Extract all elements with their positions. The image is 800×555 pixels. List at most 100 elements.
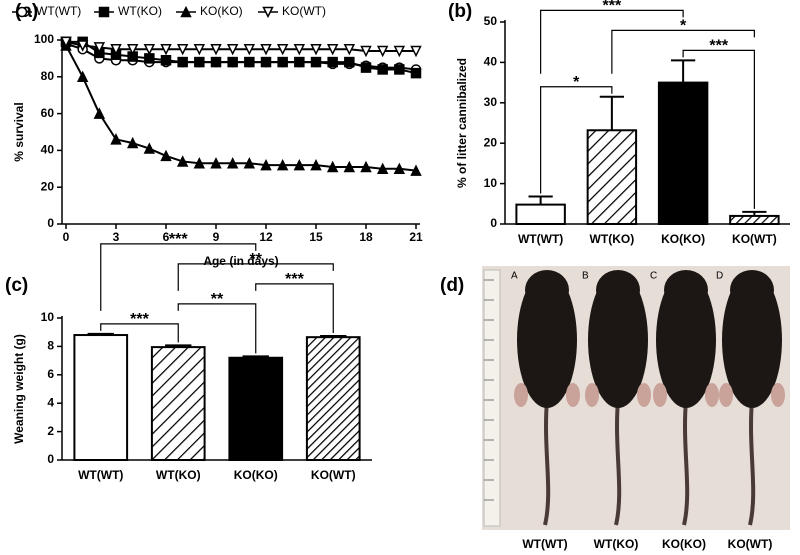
bar bbox=[305, 336, 361, 462]
marker bbox=[360, 62, 372, 73]
legend-label: KO(KO) bbox=[200, 4, 243, 18]
error-bar bbox=[165, 344, 192, 348]
y-tick-label: 0 bbox=[490, 216, 497, 230]
mouse-tail bbox=[682, 399, 690, 526]
photo-letter: C bbox=[650, 271, 657, 282]
bar bbox=[515, 203, 566, 226]
mouse-head bbox=[664, 270, 708, 310]
marker bbox=[326, 43, 339, 56]
y-tick-label: 80 bbox=[41, 69, 55, 83]
marker bbox=[294, 56, 305, 68]
mouse-foot bbox=[719, 383, 733, 407]
marker bbox=[410, 45, 422, 58]
y-tick-label: 10 bbox=[41, 310, 55, 324]
mouse-tail bbox=[543, 399, 551, 526]
mouse-tail bbox=[614, 399, 622, 526]
marker bbox=[227, 56, 238, 68]
mouse-body bbox=[722, 272, 782, 408]
marker bbox=[76, 70, 89, 83]
marker bbox=[260, 56, 272, 68]
error-bar bbox=[599, 95, 624, 131]
marker bbox=[394, 64, 405, 75]
marker bbox=[93, 42, 106, 54]
x-tick-label: 18 bbox=[359, 230, 373, 244]
y-tick-label: 0 bbox=[47, 452, 54, 466]
marker bbox=[193, 43, 206, 56]
marker bbox=[210, 43, 222, 56]
marker bbox=[110, 43, 122, 56]
marker bbox=[310, 56, 322, 68]
legend-label: WT(WT) bbox=[36, 4, 81, 18]
significance-label: ** bbox=[211, 291, 224, 308]
marker bbox=[176, 43, 189, 56]
marker bbox=[260, 43, 272, 56]
error-bar bbox=[242, 355, 269, 358]
marker bbox=[377, 64, 388, 75]
mouse-body bbox=[656, 272, 716, 408]
y-tick-label: 6 bbox=[47, 367, 54, 381]
significance-label: * bbox=[680, 18, 687, 35]
photo-letter: D bbox=[716, 271, 723, 282]
marker bbox=[277, 56, 288, 68]
mouse-body bbox=[588, 272, 648, 408]
y-tick-label: 40 bbox=[41, 143, 55, 157]
marker bbox=[360, 45, 372, 58]
error-bar bbox=[87, 332, 114, 336]
marker bbox=[160, 54, 172, 66]
significance-label: *** bbox=[709, 38, 728, 55]
marker bbox=[160, 149, 172, 162]
significance-bracket bbox=[100, 323, 179, 343]
bar bbox=[228, 356, 284, 462]
marker bbox=[76, 40, 89, 52]
marker bbox=[126, 43, 139, 56]
significance-label: *** bbox=[169, 231, 188, 248]
significance-bracket bbox=[255, 283, 334, 334]
marker bbox=[243, 43, 256, 56]
legend-label: KO(WT) bbox=[282, 4, 326, 18]
bar bbox=[657, 81, 709, 225]
marker bbox=[262, 6, 274, 19]
y-tick-label: 2 bbox=[47, 424, 54, 438]
legend-label: WT(KO) bbox=[118, 4, 162, 18]
significance-label: *** bbox=[130, 311, 149, 328]
marker bbox=[293, 43, 306, 56]
marker bbox=[326, 160, 339, 173]
mouse-foot bbox=[585, 383, 599, 407]
x-tick-label: WT(KO) bbox=[156, 468, 201, 482]
marker bbox=[360, 160, 372, 173]
mouse-foot bbox=[637, 383, 651, 407]
y-tick-label: 8 bbox=[47, 339, 54, 353]
y-tick-label: 50 bbox=[484, 14, 498, 28]
marker bbox=[393, 45, 406, 58]
marker bbox=[243, 157, 256, 169]
significance-bracket bbox=[177, 303, 257, 354]
x-tick-label: KO(WT) bbox=[311, 468, 356, 482]
x-tick-label: 0 bbox=[63, 230, 70, 244]
marker bbox=[260, 158, 272, 171]
y-axis-label: % of litter cannibalized bbox=[455, 58, 469, 188]
marker bbox=[244, 56, 255, 68]
x-tick-label: 3 bbox=[113, 230, 120, 244]
marker bbox=[180, 5, 192, 18]
significance-label: *** bbox=[285, 271, 304, 288]
marker bbox=[110, 133, 122, 145]
panel-label: (c) bbox=[5, 275, 28, 296]
marker bbox=[16, 6, 28, 18]
y-tick-label: 60 bbox=[41, 106, 55, 120]
x-tick-label: 15 bbox=[309, 230, 323, 244]
marker bbox=[177, 56, 188, 68]
marker bbox=[210, 157, 222, 169]
series-line bbox=[65, 45, 417, 172]
significance-bracket bbox=[100, 243, 257, 311]
photo-panel: (d) A B C D bbox=[440, 266, 790, 530]
significance-bracket bbox=[540, 9, 684, 74]
bar bbox=[150, 346, 206, 461]
mouse-foot bbox=[705, 383, 719, 407]
marker bbox=[343, 43, 356, 56]
mouse-foot bbox=[771, 383, 785, 407]
y-tick-label: 0 bbox=[47, 216, 54, 230]
mouse-foot bbox=[514, 383, 528, 407]
y-axis-label: Weaning weight (g) bbox=[12, 334, 26, 444]
bar bbox=[73, 334, 129, 462]
